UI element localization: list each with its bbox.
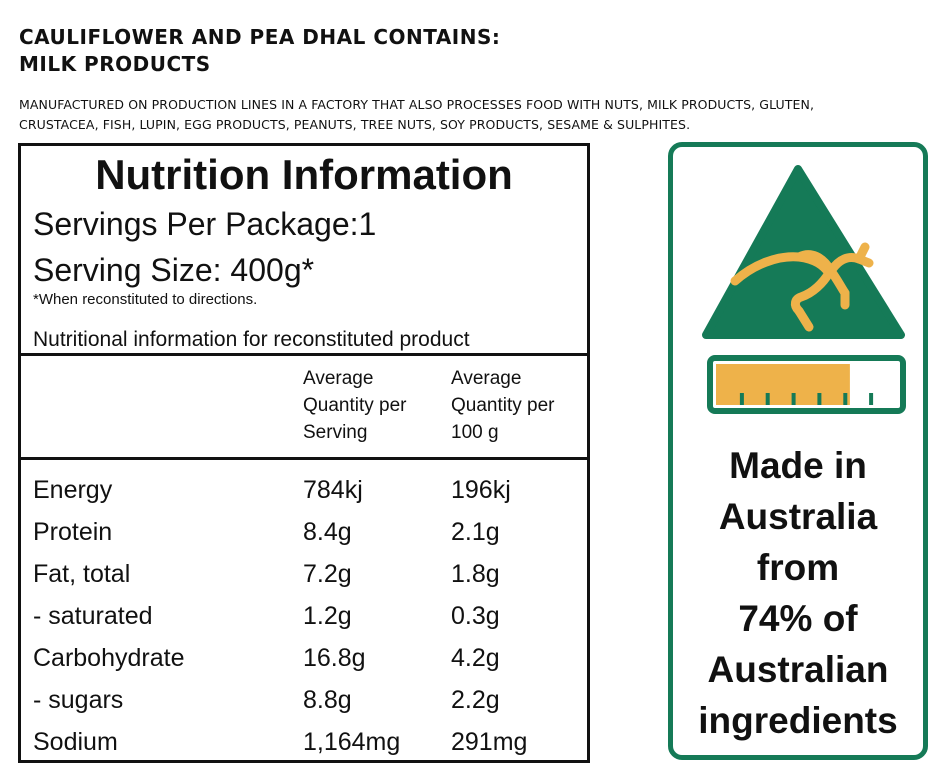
nutrient-name: Carbohydrate [33,644,185,672]
nutrient-per-100g: 2.2g [451,686,500,714]
kangaroo-triangle-icon [702,165,906,414]
column-header-text: Average [451,368,522,389]
nutrient-per-100g: 1.8g [451,560,500,588]
nutrient-name: - saturated [33,602,153,630]
badge-line: Made in [729,445,867,486]
table-row: Energy 784kj 196kj [21,469,587,511]
allergen-note: MANUFACTURED ON PRODUCTION LINES IN A FA… [19,95,934,135]
allergen-note-line2: CRUSTACEA, FISH, LUPIN, EGG PRODUCTS, PE… [19,117,691,132]
ingredient-bar-fill [716,364,850,405]
nutrient-per-100g: 2.1g [451,518,500,546]
nutrient-per-100g: 0.3g [451,602,500,630]
reconstituted-note: *When reconstituted to directions. [33,291,258,308]
kangaroo-icon [730,242,874,332]
ingredient-bar-ticks [739,393,874,405]
table-row: - saturated 1.2g 0.3g [21,595,587,637]
nutrient-per-100g: 291mg [451,728,528,756]
column-header-text: Quantity per [451,395,555,416]
serving-size: Serving Size: 400g* [33,252,315,288]
nutrient-per-serving: 784kj [303,476,363,504]
badge-line: from [756,547,840,588]
nutrition-panel-header: Nutrition Information Servings Per Packa… [21,146,587,356]
nutrient-name: - sugars [33,686,124,714]
table-row: - sugars 8.8g 2.2g [21,679,587,721]
allergen-heading: CAULIFLOWER AND PEA DHAL CONTAINS: MILK … [19,24,639,78]
nutrition-title: Nutrition Information [95,151,513,198]
nutrient-per-serving: 1,164mg [303,728,401,756]
nutrient-per-serving: 8.8g [303,686,352,714]
column-header-text: Average [303,368,374,389]
allergen-title-line1: CAULIFLOWER AND PEA DHAL CONTAINS: [19,25,501,49]
badge-line: ingredients [698,700,898,741]
allergen-title-line2: MILK PRODUCTS [19,52,211,76]
nutrient-per-100g: 196kj [451,476,511,504]
nutrient-name: Protein [33,518,113,546]
column-header-per-serving: Average Quantity per Serving [303,365,443,446]
column-header-text: 100 g [451,422,499,443]
column-header-per-100g: Average Quantity per 100 g [451,365,591,446]
reconstituted-info: Nutritional information for reconstitute… [33,328,470,351]
table-row: Protein 8.4g 2.1g [21,511,587,553]
column-header-text: Quantity per [303,395,407,416]
badge-claim: Made in Australia from 74% of Australian… [673,440,923,746]
column-header-text: Serving [303,422,368,443]
nutrient-per-serving: 1.2g [303,602,352,630]
nutrient-name: Sodium [33,728,118,756]
nutrient-rows: Energy 784kj 196kj Protein 8.4g 2.1g Fat… [21,460,587,763]
badge-line: Australia [718,496,878,537]
table-row: Fat, total 7.2g 1.8g [21,553,587,595]
made-in-australia-badge: Made in Australia from 74% of Australian… [668,142,928,760]
badge-line: 74% of [738,598,858,639]
badge-line: Australian [707,649,889,690]
nutrient-per-serving: 16.8g [303,644,366,672]
nutrient-per-serving: 7.2g [303,560,352,588]
nutrient-per-serving: 8.4g [303,518,352,546]
column-header-row: Average Quantity per Serving Average Qua… [21,356,587,460]
table-row: Sodium 1,164mg 291mg [21,721,587,763]
allergen-note-line1: MANUFACTURED ON PRODUCTION LINES IN A FA… [19,97,815,112]
table-row: Carbohydrate 16.8g 4.2g [21,637,587,679]
nutrient-name: Energy [33,476,113,504]
nutrient-name: Fat, total [33,560,131,588]
nutrition-panel: Nutrition Information Servings Per Packa… [18,143,590,763]
servings-per-package: Servings Per Package:1 [33,206,377,242]
nutrient-per-100g: 4.2g [451,644,500,672]
